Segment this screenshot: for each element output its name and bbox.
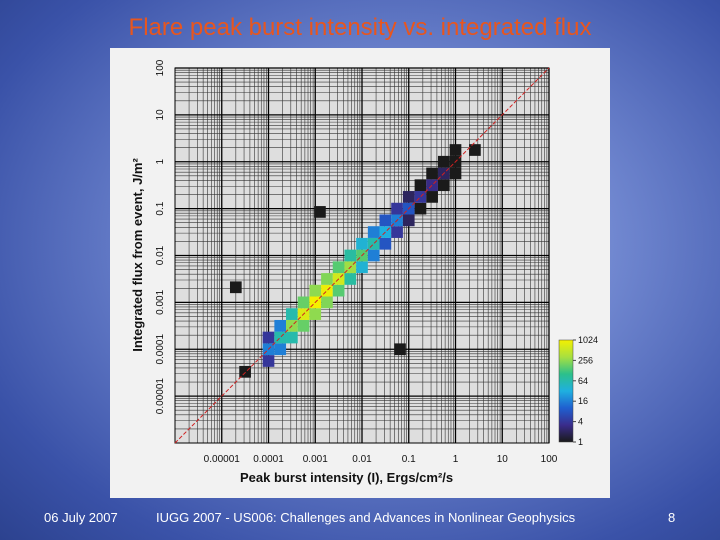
heatmap-cell [414, 202, 427, 215]
y-tick-label: 10 [155, 109, 166, 121]
footer-date: 06 July 2007 [44, 510, 118, 525]
heatmap-cell [262, 331, 275, 344]
heatmap-cell [321, 273, 333, 285]
heatmap-cell [367, 237, 380, 250]
x-tick-label: 0.00001 [204, 454, 241, 465]
y-axis-label: Integrated flux from event, J/m² [130, 158, 145, 352]
colorbar-tick-label: 1 [578, 437, 583, 447]
heatmap-cell [426, 167, 438, 180]
y-tick-label: 0.1 [155, 201, 166, 215]
colorbar [558, 339, 574, 443]
x-axis-label: Peak burst intensity (I), Ergs/cm²/s [240, 470, 453, 485]
heatmap-cell [344, 273, 357, 285]
heatmap-cell [309, 308, 322, 320]
y-tick-label: 0.0001 [155, 334, 166, 365]
heatmap-cell [274, 331, 287, 344]
heatmap-cell [332, 261, 345, 274]
y-tick-label: 0.00001 [155, 378, 166, 415]
heatmap-cell [274, 343, 287, 356]
colorbar-tick-label: 256 [578, 355, 593, 365]
heatmap-cell [229, 281, 242, 294]
heatmap-cell [402, 191, 415, 203]
heatmap-cell [402, 214, 415, 227]
heatmap-cell [239, 365, 251, 378]
colorbar-tick-label: 16 [578, 396, 588, 406]
heatmap-cell [437, 179, 450, 192]
heatmap-cell [414, 179, 427, 192]
heatmap-cell [356, 261, 368, 274]
footer-text: IUGG 2007 - US006: Challenges and Advanc… [156, 510, 576, 525]
plot-frame [174, 67, 550, 444]
heatmap-cell [379, 214, 392, 227]
heatmap-cell [414, 191, 427, 203]
y-tick-label: 0.001 [155, 289, 166, 314]
heatmap-cell [394, 343, 406, 356]
heatmap-cell [321, 296, 333, 309]
heatmap-cell [391, 226, 403, 238]
heatmap-cell [426, 191, 438, 203]
y-tick-label: 0.01 [155, 245, 166, 265]
heatmap-cell [449, 144, 462, 156]
heatmap-cell [367, 226, 380, 238]
heatmap-cell [449, 167, 462, 180]
page-number: 8 [668, 510, 676, 525]
y-tick-label: 100 [155, 59, 166, 76]
x-tick-label: 0.001 [303, 454, 328, 465]
heatmap-cell [367, 249, 380, 262]
heatmap-cell [437, 155, 450, 168]
heatmap-cell [391, 202, 403, 215]
heatmap-cell [286, 308, 298, 320]
heatmap-cell [321, 284, 333, 297]
heatmap-cell [286, 331, 298, 344]
x-tick-label: 0.01 [352, 454, 372, 465]
heatmap-cell [274, 319, 287, 332]
heatmap-cell [262, 355, 275, 367]
slide-title: Flare peak burst intensity vs. integrate… [128, 14, 592, 41]
colorbar-tick-label: 64 [578, 376, 588, 386]
x-tick-label: 0.1 [402, 454, 416, 465]
reference-line [174, 67, 550, 444]
heatmap-cell [314, 206, 326, 218]
heatmap-cell [297, 296, 310, 309]
x-tick-label: 0.0001 [253, 454, 284, 465]
heatmap-cell [297, 319, 310, 332]
heatmap-cell [469, 144, 481, 156]
heatmap-cell [379, 237, 392, 250]
y-tick-label: 1 [155, 159, 166, 165]
heatmap-cell [309, 284, 322, 297]
heatmap-cell [332, 284, 345, 297]
colorbar-tick-label: 1024 [578, 335, 598, 345]
heatmap-cell [356, 237, 368, 250]
x-tick-label: 10 [497, 454, 509, 465]
heatmap-cell [426, 179, 438, 192]
heatmap-cell [344, 249, 357, 262]
x-tick-label: 1 [453, 454, 459, 465]
x-tick-label: 100 [541, 454, 558, 465]
colorbar-tick-label: 4 [578, 417, 583, 427]
